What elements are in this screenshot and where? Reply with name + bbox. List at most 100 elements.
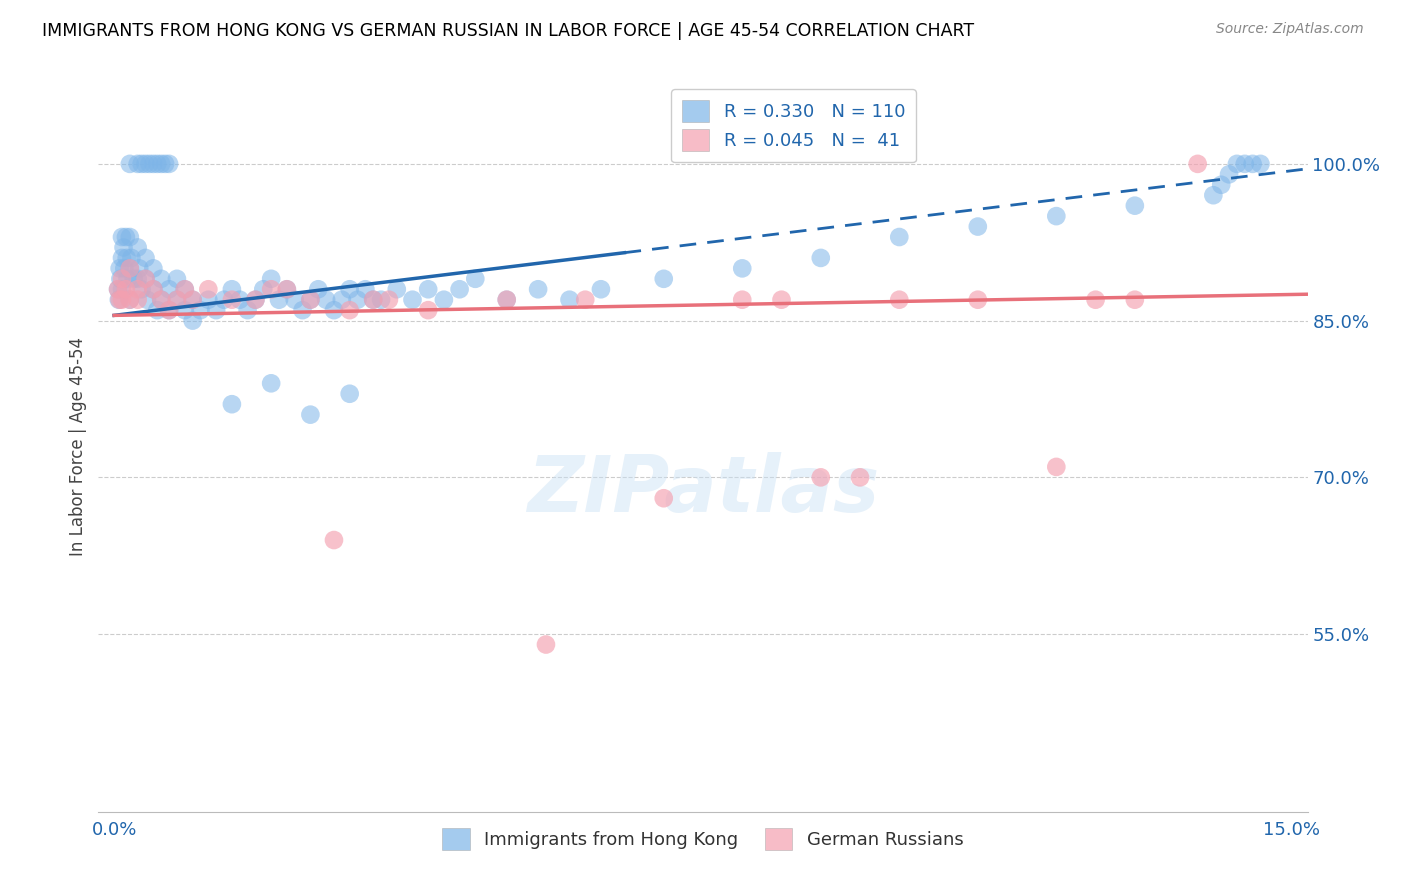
Point (166, 293, 188, 307)
Point (1226, 157, 1249, 171)
Point (150, 272, 173, 286)
Point (142, 282, 165, 296)
Point (127, 282, 149, 296)
Point (252, 282, 274, 296)
Point (889, 293, 911, 307)
Point (731, 261, 754, 276)
Point (299, 293, 322, 307)
Point (190, 303, 212, 318)
Y-axis label: In Labor Force | Age 45-54: In Labor Force | Age 45-54 (69, 336, 87, 556)
Point (1249, 157, 1271, 171)
Point (150, 293, 173, 307)
Point (127, 293, 149, 307)
Point (527, 282, 550, 296)
Point (299, 293, 322, 307)
Point (267, 293, 290, 307)
Point (401, 293, 423, 307)
Point (181, 313, 204, 327)
Point (127, 272, 149, 286)
Text: Source: ZipAtlas.com: Source: ZipAtlas.com (1216, 22, 1364, 37)
Point (135, 272, 157, 286)
Point (131, 282, 153, 296)
Point (221, 397, 243, 411)
Point (136, 293, 159, 307)
Point (245, 293, 267, 307)
Point (1218, 167, 1240, 181)
Point (135, 272, 157, 286)
Point (120, 251, 142, 265)
Point (166, 293, 188, 307)
Point (1045, 459, 1067, 474)
Point (108, 261, 131, 276)
Point (849, 470, 872, 484)
Point (150, 293, 173, 307)
Point (810, 251, 832, 265)
Point (142, 282, 165, 296)
Point (142, 157, 165, 171)
Point (534, 638, 557, 652)
Point (118, 157, 141, 171)
Point (118, 230, 141, 244)
Point (770, 293, 793, 307)
Point (146, 157, 169, 171)
Point (197, 282, 219, 296)
Point (111, 293, 134, 307)
Point (146, 303, 169, 318)
Point (1202, 188, 1225, 202)
Point (142, 261, 165, 276)
Point (276, 282, 298, 296)
Text: ZIPatlas: ZIPatlas (527, 452, 879, 528)
Point (361, 293, 384, 307)
Point (111, 282, 134, 296)
Point (173, 303, 195, 318)
Point (153, 157, 176, 171)
Point (212, 293, 235, 307)
Point (112, 261, 135, 276)
Point (966, 293, 988, 307)
Point (433, 293, 456, 307)
Point (107, 282, 129, 296)
Point (110, 272, 132, 286)
Point (115, 230, 138, 244)
Point (108, 293, 131, 307)
Point (260, 282, 283, 296)
Point (173, 282, 195, 296)
Point (166, 272, 188, 286)
Point (118, 261, 141, 276)
Point (111, 272, 134, 286)
Point (135, 251, 157, 265)
Point (127, 157, 149, 171)
Point (291, 303, 314, 318)
Point (354, 282, 377, 296)
Point (221, 282, 243, 296)
Point (245, 293, 267, 307)
Legend: Immigrants from Hong Kong, German Russians: Immigrants from Hong Kong, German Russia… (436, 821, 970, 857)
Point (361, 293, 384, 307)
Point (339, 282, 361, 296)
Point (323, 533, 346, 547)
Point (330, 293, 353, 307)
Point (197, 293, 219, 307)
Point (370, 293, 392, 307)
Point (1211, 178, 1233, 192)
Point (128, 261, 150, 276)
Point (118, 293, 141, 307)
Point (418, 282, 440, 296)
Point (173, 282, 195, 296)
Point (1123, 293, 1146, 307)
Point (1233, 157, 1256, 171)
Point (464, 272, 486, 286)
Point (112, 240, 135, 254)
Point (205, 303, 228, 318)
Point (966, 219, 988, 234)
Point (1187, 157, 1209, 171)
Point (157, 303, 180, 318)
Point (1241, 157, 1264, 171)
Point (236, 303, 259, 318)
Point (449, 282, 471, 296)
Point (157, 303, 180, 318)
Point (135, 157, 157, 171)
Point (652, 272, 675, 286)
Point (115, 251, 138, 265)
Point (652, 491, 675, 506)
